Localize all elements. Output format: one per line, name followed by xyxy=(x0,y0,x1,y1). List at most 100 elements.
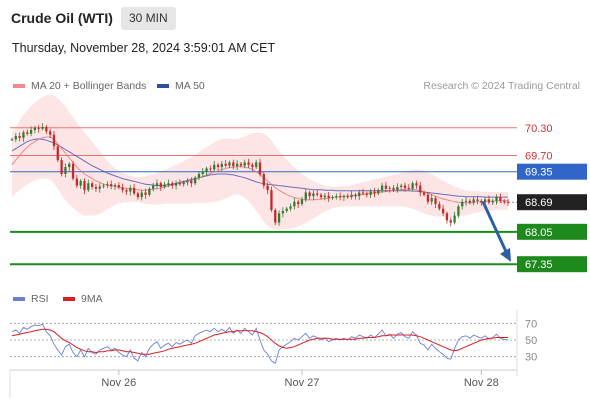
legend-ma50: MA 50 xyxy=(157,80,205,92)
level-tag-69.35 xyxy=(517,163,587,180)
candle-body xyxy=(90,183,94,187)
candle-body xyxy=(380,185,384,191)
candle-body xyxy=(45,126,48,132)
candle-body xyxy=(361,192,365,194)
candle-body xyxy=(87,183,90,191)
candle-body xyxy=(247,162,250,165)
candle-body xyxy=(304,192,307,200)
candle-body xyxy=(220,163,223,168)
candle-body xyxy=(106,184,109,186)
candle-body xyxy=(415,183,418,186)
candle-body xyxy=(499,197,502,201)
candle-body xyxy=(60,160,63,174)
candle-body xyxy=(255,162,258,168)
candle-body xyxy=(232,162,235,167)
candle-body xyxy=(365,193,368,195)
candle-body xyxy=(342,196,346,198)
candle-body xyxy=(190,180,193,184)
candle-body xyxy=(22,132,25,138)
candle-body xyxy=(68,163,71,168)
candle-body xyxy=(438,204,441,209)
candle-body xyxy=(442,208,445,214)
candle-body xyxy=(213,164,216,170)
rsi-ma-swatch xyxy=(63,297,75,301)
candle-body xyxy=(243,162,246,166)
candle-body xyxy=(14,136,17,140)
x-tick-label: Nov 27 xyxy=(285,377,320,389)
candle-body xyxy=(289,206,292,209)
ma20-swatch xyxy=(13,84,25,88)
candle-body xyxy=(205,168,208,172)
candle-body xyxy=(75,178,78,186)
candle-body xyxy=(148,188,151,195)
level-value-70.30: 70.30 xyxy=(525,123,553,135)
candle-body xyxy=(449,220,452,223)
projection-arrow-head xyxy=(500,247,511,262)
candle-body xyxy=(140,192,143,198)
ma50-label: MA 50 xyxy=(175,80,205,92)
candle-body xyxy=(346,196,349,198)
level-value-68.05: 68.05 xyxy=(525,227,553,239)
candle-body xyxy=(411,183,414,189)
candle-body xyxy=(285,208,288,211)
candle-body xyxy=(79,180,82,186)
candle-body xyxy=(426,194,430,202)
candle-body xyxy=(251,164,254,168)
level-tag-68.05 xyxy=(517,223,587,240)
candle-body xyxy=(201,171,204,174)
candle-body xyxy=(422,192,426,195)
candle-body xyxy=(480,200,483,202)
candle-body xyxy=(209,168,212,170)
candle-body xyxy=(94,186,98,189)
candle-body xyxy=(136,193,140,198)
legend-rsi: RSI xyxy=(13,293,49,305)
candle-body xyxy=(49,131,52,135)
rsi-swatch xyxy=(13,297,25,301)
candle-body xyxy=(316,193,319,195)
candle-body xyxy=(182,182,185,185)
candle-body xyxy=(159,183,162,187)
candle-body xyxy=(445,213,449,221)
level-value-69.70: 69.70 xyxy=(525,151,553,163)
candle-body xyxy=(29,130,33,134)
candle-body xyxy=(110,184,113,187)
candle-body xyxy=(18,136,21,138)
timeframe-badge[interactable]: 30 MIN xyxy=(121,7,176,30)
candle-body xyxy=(258,162,262,174)
level-tag-68.69 xyxy=(517,194,587,211)
candle-body xyxy=(403,185,407,188)
level-value-68.69: 68.69 xyxy=(525,197,553,209)
legend-ma20: MA 20 + Bollinger Bands xyxy=(13,80,146,92)
projection-arrow-shaft xyxy=(481,201,510,257)
candle-body xyxy=(377,190,380,194)
candle-body xyxy=(197,174,201,178)
candle-body xyxy=(312,193,315,197)
candle-body xyxy=(239,163,243,166)
rsi-ma-line xyxy=(11,328,508,355)
candle-body xyxy=(228,162,231,166)
candle-body xyxy=(52,134,56,147)
candle-body xyxy=(262,174,265,186)
candle-body xyxy=(113,185,117,187)
candle-body xyxy=(235,163,239,167)
candle-body xyxy=(483,199,487,202)
candle-body xyxy=(33,127,37,131)
candle-body xyxy=(396,186,399,191)
candle-body xyxy=(400,185,403,187)
candle-body xyxy=(495,197,498,201)
candle-body xyxy=(41,126,44,129)
candle-body xyxy=(319,194,323,198)
level-value-69.35: 69.35 xyxy=(525,167,553,179)
candle-body xyxy=(37,127,40,129)
candle-body xyxy=(132,187,136,194)
candle-body xyxy=(335,196,338,198)
instrument-title: Crude Oil (WTI) xyxy=(11,10,113,26)
candle-body xyxy=(144,192,147,195)
candle-body xyxy=(56,146,59,161)
candle-body xyxy=(163,184,166,187)
candle-body xyxy=(506,201,510,203)
candle-body xyxy=(503,200,506,202)
candle-body xyxy=(384,185,388,189)
candle-body xyxy=(64,167,67,174)
